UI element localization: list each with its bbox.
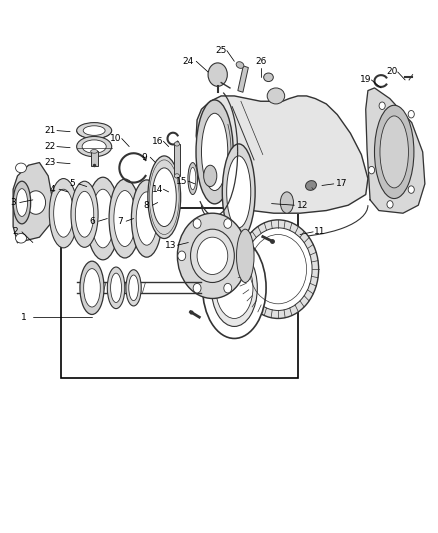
Polygon shape (13, 163, 53, 243)
Ellipse shape (152, 168, 176, 227)
Ellipse shape (82, 140, 106, 154)
Circle shape (208, 63, 227, 86)
Circle shape (193, 219, 201, 228)
Ellipse shape (53, 189, 73, 237)
Ellipse shape (49, 179, 78, 248)
Circle shape (26, 191, 46, 214)
Ellipse shape (237, 229, 254, 282)
Text: 14: 14 (152, 185, 163, 193)
Ellipse shape (80, 261, 104, 314)
Text: 8: 8 (144, 201, 150, 209)
Ellipse shape (191, 229, 234, 282)
Ellipse shape (211, 249, 257, 326)
Ellipse shape (374, 106, 414, 199)
Ellipse shape (136, 192, 157, 245)
Ellipse shape (16, 189, 28, 216)
Text: 26: 26 (255, 57, 266, 66)
Ellipse shape (13, 181, 31, 224)
Ellipse shape (202, 237, 266, 338)
Circle shape (408, 110, 414, 118)
Text: 11: 11 (314, 228, 325, 236)
Text: 17: 17 (336, 180, 347, 188)
Text: 13: 13 (165, 241, 177, 249)
Text: 5: 5 (69, 180, 75, 188)
Text: 20: 20 (386, 68, 398, 76)
Ellipse shape (177, 213, 247, 298)
Circle shape (387, 200, 393, 208)
Ellipse shape (174, 174, 180, 178)
Ellipse shape (92, 189, 114, 248)
Circle shape (408, 186, 414, 193)
Ellipse shape (71, 181, 98, 247)
Text: 2: 2 (13, 228, 18, 236)
Ellipse shape (16, 233, 27, 243)
Ellipse shape (188, 163, 198, 195)
Ellipse shape (264, 73, 273, 82)
Text: 25: 25 (215, 46, 227, 55)
Ellipse shape (201, 114, 228, 191)
Ellipse shape (114, 191, 136, 247)
Circle shape (224, 284, 232, 293)
Text: 21: 21 (45, 126, 56, 135)
Circle shape (193, 284, 201, 293)
Ellipse shape (267, 88, 285, 104)
Ellipse shape (77, 136, 112, 157)
Text: 15: 15 (176, 177, 187, 185)
Ellipse shape (84, 269, 100, 307)
Ellipse shape (107, 267, 125, 309)
Bar (91, 151, 98, 166)
Circle shape (379, 102, 385, 109)
Text: 19: 19 (360, 76, 371, 84)
Ellipse shape (222, 144, 255, 240)
Circle shape (224, 219, 232, 228)
Ellipse shape (236, 62, 244, 68)
Polygon shape (196, 96, 368, 213)
Ellipse shape (86, 177, 119, 260)
Ellipse shape (148, 156, 180, 239)
Ellipse shape (196, 100, 233, 204)
Ellipse shape (110, 273, 121, 303)
Ellipse shape (280, 192, 293, 213)
Ellipse shape (83, 126, 105, 135)
Text: 9: 9 (141, 153, 148, 161)
Bar (61, 208, 298, 378)
Ellipse shape (129, 275, 138, 301)
Bar (174, 144, 180, 176)
Circle shape (368, 166, 374, 174)
Ellipse shape (75, 191, 94, 237)
Text: 23: 23 (45, 158, 56, 167)
Ellipse shape (215, 257, 253, 318)
Text: 3: 3 (10, 198, 16, 207)
Bar (238, 66, 248, 92)
Ellipse shape (204, 165, 217, 187)
Ellipse shape (380, 116, 408, 188)
Text: 24: 24 (183, 57, 194, 66)
Ellipse shape (131, 180, 162, 257)
Ellipse shape (77, 123, 112, 139)
Text: 10: 10 (110, 134, 122, 143)
Ellipse shape (244, 228, 312, 310)
Circle shape (178, 251, 186, 261)
Ellipse shape (306, 181, 316, 190)
Ellipse shape (227, 156, 251, 228)
Text: 7: 7 (117, 217, 124, 225)
Circle shape (239, 251, 247, 261)
Text: 6: 6 (89, 217, 95, 225)
Ellipse shape (16, 163, 27, 173)
Text: 16: 16 (152, 137, 163, 146)
Polygon shape (366, 88, 425, 213)
Ellipse shape (237, 220, 318, 319)
Ellipse shape (126, 270, 141, 306)
Text: 22: 22 (45, 142, 56, 151)
Text: 4: 4 (50, 185, 55, 193)
Ellipse shape (174, 142, 180, 146)
Ellipse shape (91, 149, 98, 154)
Ellipse shape (197, 237, 228, 274)
Text: 12: 12 (297, 201, 308, 209)
Text: 1: 1 (21, 313, 27, 321)
Ellipse shape (109, 179, 141, 258)
Ellipse shape (190, 167, 196, 190)
